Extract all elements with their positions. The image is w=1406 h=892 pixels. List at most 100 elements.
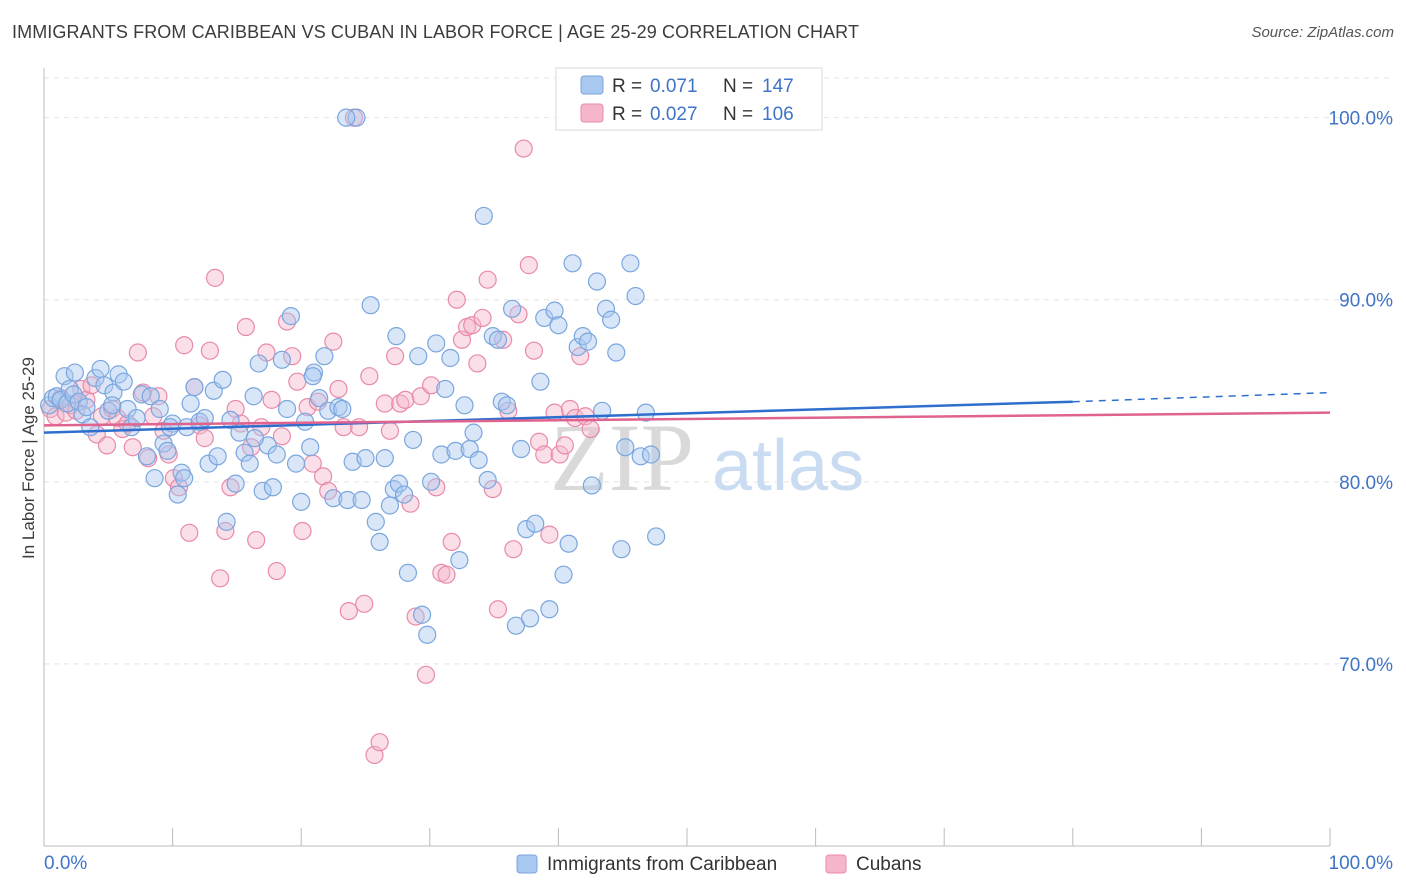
data-point <box>455 396 474 415</box>
trend-lines <box>43 391 1331 434</box>
data-point <box>319 401 338 420</box>
data-point <box>329 379 348 399</box>
data-point <box>535 308 554 328</box>
data-point <box>563 254 582 273</box>
data-point <box>626 286 645 306</box>
data-point <box>91 359 110 379</box>
data-point <box>503 299 522 318</box>
data-point <box>283 347 302 366</box>
data-point <box>554 565 573 584</box>
data-point <box>361 296 380 315</box>
y-tick-labels: 100.0% 90.0% 80.0% 70.0% <box>1329 109 1394 676</box>
data-point <box>478 470 497 490</box>
stats-r-value-1: 0.071 <box>650 76 698 97</box>
data-point <box>141 387 160 406</box>
data-point <box>545 301 564 320</box>
y-tick-label: 70.0% <box>1339 655 1393 676</box>
stats-r-label-1: R = <box>612 76 642 97</box>
data-point <box>281 307 301 326</box>
data-point <box>418 625 437 644</box>
data-point <box>114 372 133 391</box>
data-point <box>65 363 84 382</box>
data-point <box>355 594 374 613</box>
data-point <box>366 512 385 531</box>
legend-label-cubans[interactable]: Cubans <box>856 854 922 875</box>
watermark-atlas: atlas <box>712 426 864 506</box>
data-point <box>288 372 307 391</box>
axes <box>43 68 1331 847</box>
data-point <box>497 396 517 415</box>
data-point <box>469 450 488 470</box>
data-point <box>370 733 389 752</box>
data-point <box>621 254 640 273</box>
data-point <box>596 299 616 318</box>
data-point <box>58 394 77 413</box>
data-point <box>272 350 292 369</box>
data-point <box>540 525 559 544</box>
data-point <box>77 398 96 417</box>
data-point <box>521 609 540 628</box>
data-point <box>401 494 420 513</box>
data-point <box>483 479 502 499</box>
data-point <box>211 569 230 588</box>
data-point <box>324 332 343 351</box>
data-point <box>636 403 655 422</box>
data-point <box>339 601 358 621</box>
data-point <box>540 600 559 619</box>
legend-swatch-caribbean[interactable] <box>516 854 538 874</box>
data-point <box>432 445 451 464</box>
data-point <box>137 447 156 466</box>
data-point <box>310 388 329 408</box>
data-point <box>478 270 497 289</box>
data-point <box>240 454 259 473</box>
data-point <box>122 418 141 437</box>
data-point <box>267 561 286 581</box>
data-point <box>468 354 487 373</box>
legend-label-caribbean[interactable]: Immigrants from Caribbean <box>547 854 777 875</box>
data-point <box>103 396 122 415</box>
data-point <box>123 438 142 457</box>
data-point <box>427 334 446 353</box>
data-point <box>535 445 554 464</box>
data-point <box>409 347 428 366</box>
data-point <box>81 418 100 437</box>
trend-line-cubans <box>43 411 1331 427</box>
data-point <box>412 605 432 624</box>
data-point <box>380 496 400 515</box>
data-point <box>292 492 311 511</box>
data-point <box>504 540 523 559</box>
data-point <box>245 429 265 448</box>
data-point <box>375 394 394 413</box>
data-point <box>578 332 598 351</box>
data-point <box>559 534 578 553</box>
data-point <box>253 481 272 501</box>
data-point <box>441 348 460 368</box>
data-point <box>555 436 574 455</box>
legend-swatch-cubans[interactable] <box>825 854 847 874</box>
data-point <box>421 472 441 491</box>
stats-n-value-2: 106 <box>762 104 794 125</box>
data-point <box>524 341 544 360</box>
data-point <box>249 354 268 373</box>
x-tick-label-min: 0.0% <box>44 853 87 874</box>
data-point <box>506 616 526 635</box>
stats-n-label-1: N = <box>723 76 753 97</box>
data-point <box>427 478 446 497</box>
data-point <box>168 485 187 504</box>
series-caribbean-points <box>40 108 666 644</box>
data-point <box>333 399 352 419</box>
stats-swatch-cubans <box>580 103 604 123</box>
data-point <box>549 316 568 335</box>
data-point <box>647 527 666 546</box>
data-point <box>403 430 423 450</box>
data-point <box>421 376 441 395</box>
data-point <box>216 521 235 541</box>
data-point <box>463 316 482 335</box>
data-point <box>226 474 245 493</box>
data-point <box>356 449 375 468</box>
data-point <box>293 521 312 541</box>
data-point <box>488 600 508 619</box>
data-point <box>384 479 403 499</box>
data-point <box>267 445 286 464</box>
data-point <box>262 390 281 409</box>
